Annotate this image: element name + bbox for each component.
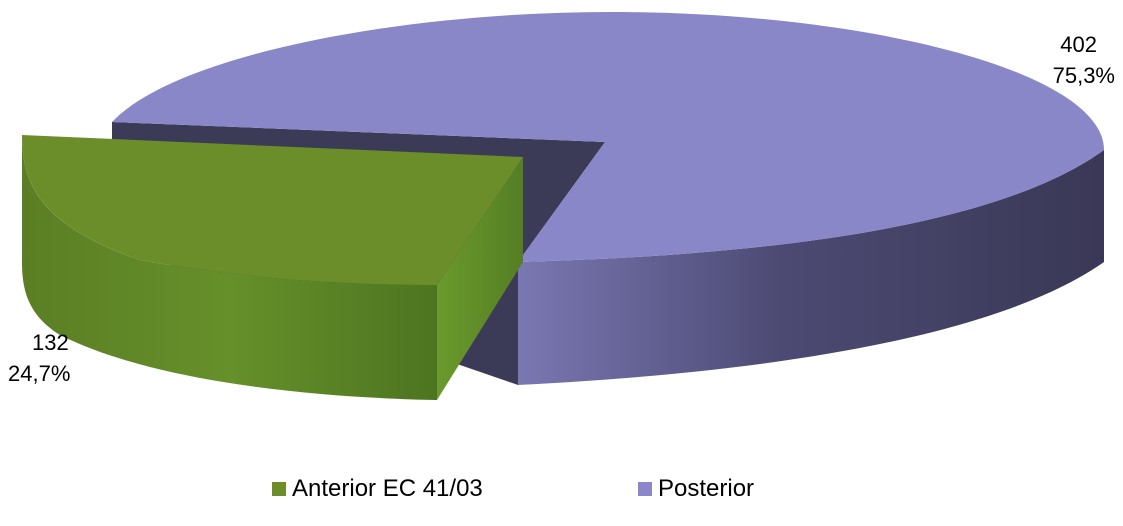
legend-swatch-posterior xyxy=(638,482,652,496)
legend-item-posterior: Posterior xyxy=(638,475,754,503)
legend-swatch-anterior xyxy=(272,482,286,496)
legend-item-anterior: Anterior EC 41/03 xyxy=(272,475,483,503)
data-label-posterior-value: 402 xyxy=(1060,32,1097,57)
legend-label-anterior: Anterior EC 41/03 xyxy=(292,475,483,502)
data-label-anterior-percent: 24,7% xyxy=(8,361,70,386)
data-label-posterior-percent: 75,3% xyxy=(1053,63,1115,88)
slice-anterior xyxy=(22,135,523,285)
slice-anterior-cut xyxy=(437,157,523,400)
slice-posterior-side xyxy=(518,150,1104,385)
data-label-anterior-value: 132 xyxy=(32,330,69,355)
slice-anterior-side xyxy=(22,135,437,400)
legend-label-posterior: Posterior xyxy=(658,475,755,502)
slice-posterior xyxy=(112,12,1104,262)
chart-legend: Anterior EC 41/03 Posterior xyxy=(0,475,1123,515)
